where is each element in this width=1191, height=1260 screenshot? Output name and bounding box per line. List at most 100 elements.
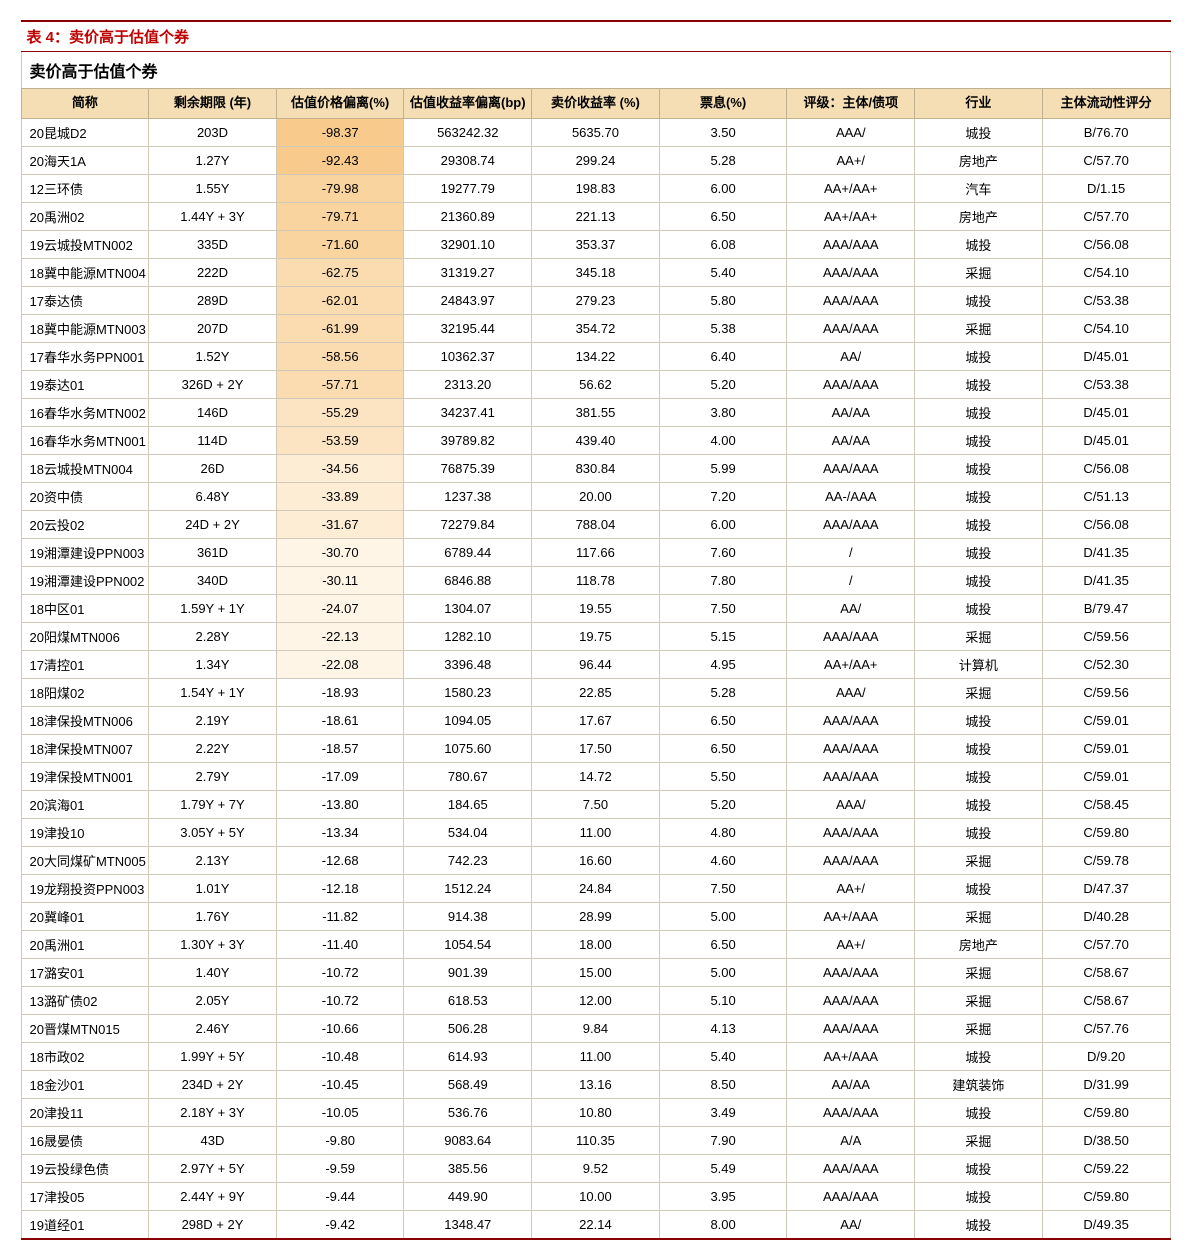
- cell-yield-dev: 563242.32: [404, 118, 532, 146]
- cell-dev: -31.67: [276, 510, 404, 538]
- cell-term: 2.97Y + 5Y: [149, 1154, 277, 1182]
- cell-industry: 城投: [915, 790, 1043, 818]
- cell-coupon: 6.50: [659, 706, 787, 734]
- cell-dev: -58.56: [276, 342, 404, 370]
- cell-liquidity: D/38.50: [1042, 1126, 1170, 1154]
- cell-sell-yield: 22.14: [532, 1210, 660, 1239]
- cell-yield-dev: 914.38: [404, 902, 532, 930]
- cell-yield-dev: 618.53: [404, 986, 532, 1014]
- cell-sell-yield: 20.00: [532, 482, 660, 510]
- cell-yield-dev: 76875.39: [404, 454, 532, 482]
- cell-term: 1.52Y: [149, 342, 277, 370]
- cell-liquidity: D/31.99: [1042, 1070, 1170, 1098]
- cell-sell-yield: 830.84: [532, 454, 660, 482]
- cell-sell-yield: 28.99: [532, 902, 660, 930]
- cell-coupon: 6.40: [659, 342, 787, 370]
- cell-dev: -11.40: [276, 930, 404, 958]
- cell-dev: -10.48: [276, 1042, 404, 1070]
- cell-industry: 城投: [915, 454, 1043, 482]
- cell-name: 20禹洲01: [21, 930, 149, 958]
- cell-coupon: 4.95: [659, 650, 787, 678]
- cell-liquidity: C/59.78: [1042, 846, 1170, 874]
- cell-liquidity: C/57.70: [1042, 202, 1170, 230]
- cell-term: 1.01Y: [149, 874, 277, 902]
- cell-yield-dev: 21360.89: [404, 202, 532, 230]
- cell-rating: AA-/AAA: [787, 482, 915, 510]
- cell-name: 17泰达债: [21, 286, 149, 314]
- cell-name: 19道经01: [21, 1210, 149, 1239]
- cell-liquidity: C/56.08: [1042, 454, 1170, 482]
- cell-name: 18市政02: [21, 1042, 149, 1070]
- table-row: 16春华水务MTN002146D-55.2934237.41381.553.80…: [21, 398, 1170, 426]
- cell-term: 361D: [149, 538, 277, 566]
- cell-dev: -34.56: [276, 454, 404, 482]
- cell-dev: -9.80: [276, 1126, 404, 1154]
- cell-liquidity: C/53.38: [1042, 286, 1170, 314]
- cell-coupon: 4.13: [659, 1014, 787, 1042]
- cell-rating: AA/: [787, 1210, 915, 1239]
- cell-rating: AA+/AA+: [787, 174, 915, 202]
- table-row: 20大同煤矿MTN0052.13Y-12.68742.2316.604.60AA…: [21, 846, 1170, 874]
- cell-dev: -9.42: [276, 1210, 404, 1239]
- table-row: 20冀峰011.76Y-11.82914.3828.995.00AA+/AAA采…: [21, 902, 1170, 930]
- cell-yield-dev: 32195.44: [404, 314, 532, 342]
- cell-industry: 采掘: [915, 258, 1043, 286]
- cell-sell-yield: 118.78: [532, 566, 660, 594]
- cell-sell-yield: 10.80: [532, 1098, 660, 1126]
- cell-yield-dev: 568.49: [404, 1070, 532, 1098]
- cell-industry: 城投: [915, 370, 1043, 398]
- cell-liquidity: C/57.70: [1042, 930, 1170, 958]
- cell-liquidity: C/59.80: [1042, 818, 1170, 846]
- cell-industry: 城投: [915, 398, 1043, 426]
- cell-term: 1.55Y: [149, 174, 277, 202]
- table-row: 20禹洲011.30Y + 3Y-11.401054.5418.006.50AA…: [21, 930, 1170, 958]
- table-row: 18云城投MTN00426D-34.5676875.39830.845.99AA…: [21, 454, 1170, 482]
- cell-rating: AA+/: [787, 146, 915, 174]
- cell-liquidity: B/76.70: [1042, 118, 1170, 146]
- table-row: 20晋煤MTN0152.46Y-10.66506.289.844.13AAA/A…: [21, 1014, 1170, 1042]
- cell-yield-dev: 1348.47: [404, 1210, 532, 1239]
- table-row: 20津投112.18Y + 3Y-10.05536.7610.803.49AAA…: [21, 1098, 1170, 1126]
- cell-yield-dev: 10362.37: [404, 342, 532, 370]
- cell-term: 298D + 2Y: [149, 1210, 277, 1239]
- cell-name: 20冀峰01: [21, 902, 149, 930]
- cell-term: 2.13Y: [149, 846, 277, 874]
- cell-dev: -17.09: [276, 762, 404, 790]
- cell-industry: 建筑装饰: [915, 1070, 1043, 1098]
- cell-dev: -10.66: [276, 1014, 404, 1042]
- table-row: 19泰达01326D + 2Y-57.712313.2056.625.20AAA…: [21, 370, 1170, 398]
- cell-name: 20阳煤MTN006: [21, 622, 149, 650]
- cell-rating: AAA/AAA: [787, 1154, 915, 1182]
- cell-dev: -10.72: [276, 958, 404, 986]
- cell-yield-dev: 9083.64: [404, 1126, 532, 1154]
- cell-industry: 城投: [915, 762, 1043, 790]
- cell-industry: 城投: [915, 1042, 1043, 1070]
- cell-rating: AA+/AAA: [787, 1042, 915, 1070]
- cell-coupon: 5.38: [659, 314, 787, 342]
- cell-sell-yield: 96.44: [532, 650, 660, 678]
- cell-term: 1.79Y + 7Y: [149, 790, 277, 818]
- cell-rating: AAA/: [787, 118, 915, 146]
- cell-term: 26D: [149, 454, 277, 482]
- cell-industry: 采掘: [915, 846, 1043, 874]
- cell-liquidity: D/41.35: [1042, 538, 1170, 566]
- cell-dev: -10.72: [276, 986, 404, 1014]
- cell-liquidity: C/59.56: [1042, 678, 1170, 706]
- cell-industry: 采掘: [915, 958, 1043, 986]
- cell-sell-yield: 299.24: [532, 146, 660, 174]
- cell-rating: AAA/AAA: [787, 762, 915, 790]
- table-row: 17清控011.34Y-22.083396.4896.444.95AA+/AA+…: [21, 650, 1170, 678]
- cell-coupon: 5.49: [659, 1154, 787, 1182]
- cell-name: 19云城投MTN002: [21, 230, 149, 258]
- cell-term: 2.05Y: [149, 986, 277, 1014]
- cell-industry: 城投: [915, 706, 1043, 734]
- table-row: 18阳煤021.54Y + 1Y-18.931580.2322.855.28AA…: [21, 678, 1170, 706]
- cell-liquidity: C/58.67: [1042, 958, 1170, 986]
- cell-industry: 城投: [915, 118, 1043, 146]
- cell-coupon: 6.00: [659, 174, 787, 202]
- cell-industry: 采掘: [915, 1126, 1043, 1154]
- cell-rating: AAA/AAA: [787, 958, 915, 986]
- cell-term: 1.27Y: [149, 146, 277, 174]
- cell-rating: /: [787, 538, 915, 566]
- cell-coupon: 6.50: [659, 202, 787, 230]
